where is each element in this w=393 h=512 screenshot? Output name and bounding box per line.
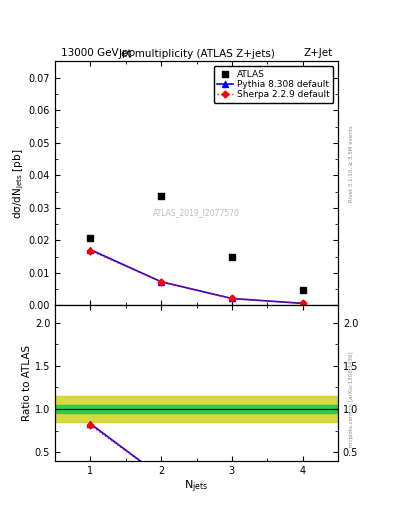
- Sherpa 2.2.9 default: [300, 301, 305, 307]
- Title: Jet multiplicity (ATLAS Z+jets): Jet multiplicity (ATLAS Z+jets): [118, 49, 275, 59]
- Pythia 8.308 default: [159, 279, 163, 285]
- Pythia 8.308 default: [300, 301, 305, 307]
- Line: Pythia 8.308 default: Pythia 8.308 default: [88, 247, 305, 306]
- Y-axis label: dσ/dN$_{\mathrm{jets}}$ [pb]: dσ/dN$_{\mathrm{jets}}$ [pb]: [11, 148, 26, 219]
- Text: ATLAS_2019_I2077570: ATLAS_2019_I2077570: [153, 208, 240, 217]
- Text: Rivet 3.1.10, ≥ 3.5M events: Rivet 3.1.10, ≥ 3.5M events: [349, 125, 354, 202]
- Pythia 8.308 default: [230, 295, 234, 302]
- Sherpa 2.2.9 default: [230, 295, 234, 302]
- Bar: [55, 396, 338, 422]
- Text: mcplots.cern.ch [arXiv:1306.3436]: mcplots.cern.ch [arXiv:1306.3436]: [349, 352, 354, 447]
- Pythia 8.308 default: [88, 247, 93, 253]
- Bar: [55, 404, 338, 413]
- ATLAS: [158, 193, 164, 201]
- Line: Sherpa 2.2.9 default: Sherpa 2.2.9 default: [88, 248, 305, 306]
- Sherpa 2.2.9 default: [88, 248, 93, 254]
- Text: Z+Jet: Z+Jet: [303, 48, 332, 58]
- Legend: ATLAS, Pythia 8.308 default, Sherpa 2.2.9 default: ATLAS, Pythia 8.308 default, Sherpa 2.2.…: [214, 66, 334, 103]
- Y-axis label: Ratio to ATLAS: Ratio to ATLAS: [22, 345, 32, 421]
- ATLAS: [299, 286, 306, 294]
- Sherpa 2.2.9 default: [159, 279, 163, 285]
- X-axis label: N$_{\mathrm{jets}}$: N$_{\mathrm{jets}}$: [184, 478, 209, 495]
- ATLAS: [87, 234, 94, 242]
- Text: 13000 GeV pp: 13000 GeV pp: [61, 48, 135, 58]
- ATLAS: [229, 253, 235, 262]
